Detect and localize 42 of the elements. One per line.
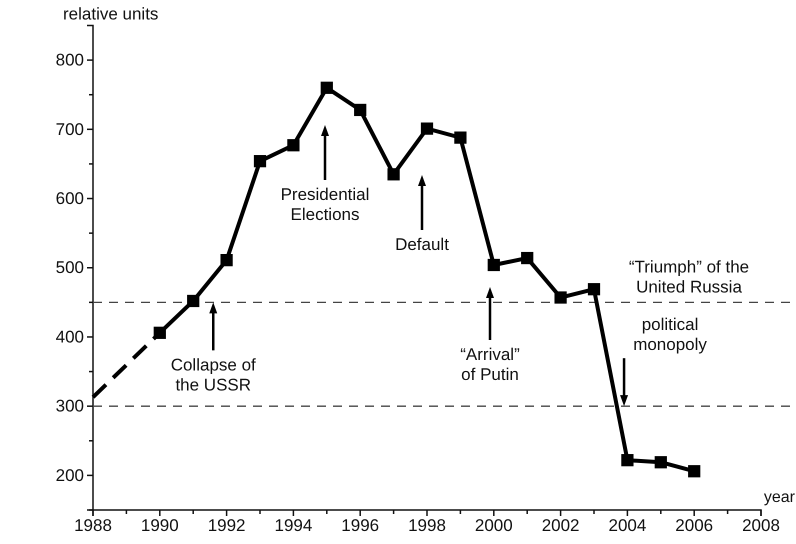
point: [688, 465, 700, 478]
annotation: political monopoly: [633, 315, 708, 354]
point: [454, 132, 467, 144]
y-tick-label: 800: [56, 50, 84, 70]
point: [187, 294, 200, 308]
point: [220, 254, 233, 266]
point: [354, 104, 366, 116]
point: [588, 283, 600, 296]
y-tick-label: 200: [56, 466, 84, 485]
point: [521, 252, 534, 264]
point: [254, 155, 266, 168]
annotation: Collapse of the USSR: [170, 355, 256, 394]
point: [320, 82, 333, 94]
point: [488, 258, 500, 272]
x-axis-title: year: [764, 489, 796, 506]
y-tick-label: 400: [56, 327, 84, 346]
y-tick-label: 700: [56, 120, 84, 139]
x-tick-label: 2008: [742, 516, 780, 536]
y-tick-label: 300: [56, 396, 84, 416]
x-tick-label: 1996: [341, 516, 380, 536]
x-tick-label: 1992: [208, 516, 246, 536]
x-tick-label: 2006: [675, 516, 714, 536]
x-tick-label: 2004: [608, 516, 646, 536]
x-tick-label: 1998: [408, 516, 446, 536]
y-tick-label: 500: [56, 258, 84, 278]
annotation: Presidential Elections: [280, 185, 370, 224]
point: [287, 139, 300, 152]
x-tick-label: 2000: [474, 516, 513, 536]
y-tick-label: 600: [56, 188, 84, 208]
point: [387, 168, 400, 180]
x-tick-label: 1994: [274, 516, 312, 536]
annotation: “Arrival” of Putin: [460, 345, 520, 384]
point: [420, 122, 434, 135]
x-tick-label: 1988: [74, 516, 112, 536]
point: [654, 456, 667, 468]
point: [621, 454, 634, 466]
point: [554, 291, 567, 304]
x-tick-label: 2002: [542, 516, 580, 536]
y-axis-title: relative units: [63, 4, 158, 24]
x-tick-label: 1990: [140, 516, 179, 536]
annotation: Default: [395, 235, 450, 254]
ref-line-label: “Triumph” of the United Russia: [628, 257, 750, 296]
